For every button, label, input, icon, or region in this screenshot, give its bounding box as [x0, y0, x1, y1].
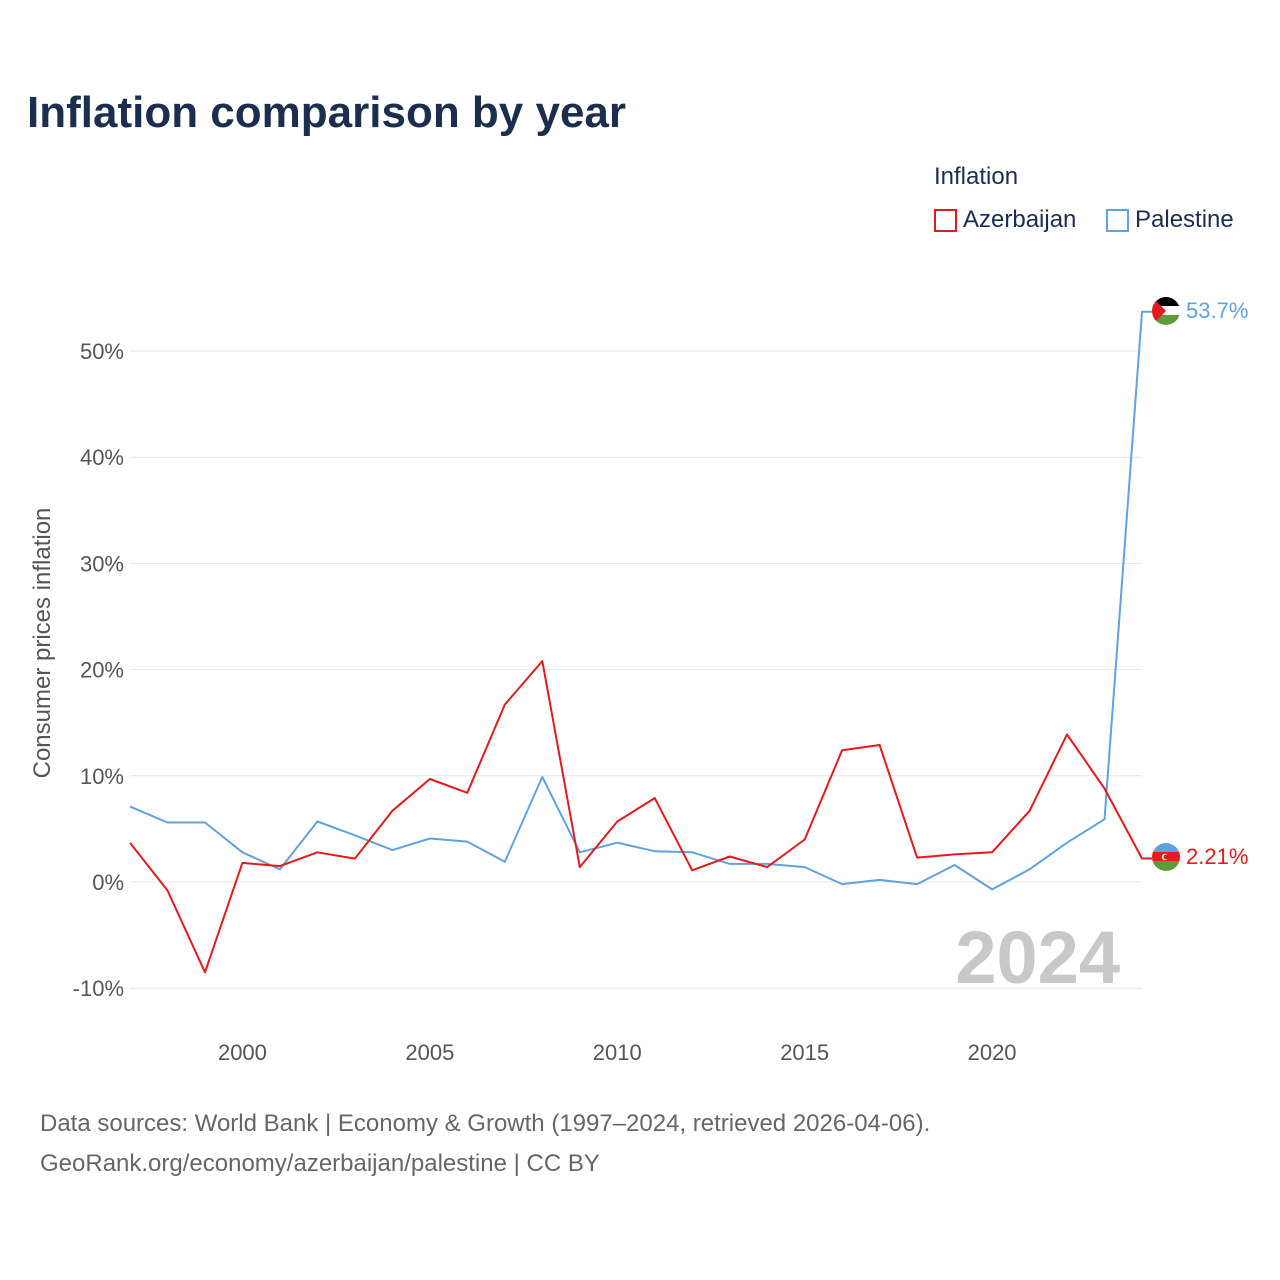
- legend-swatch-azerbaijan: [934, 208, 957, 232]
- legend-label-palestine: Palestine: [1135, 206, 1234, 233]
- azerbaijan-end-label: 2.21%: [1186, 844, 1248, 869]
- legend-item-azerbaijan[interactable]: Azerbaijan: [934, 205, 1076, 235]
- x-tick-label: 2000: [218, 1040, 267, 1065]
- legend-label-azerbaijan: Azerbaijan: [963, 206, 1077, 233]
- series-line-azerbaijan: [129, 660, 1152, 974]
- palestine-end-label: 53.7%: [1186, 298, 1248, 323]
- legend-title: Inflation: [934, 163, 1019, 190]
- y-tick-label: 10%: [80, 764, 124, 789]
- palestine-flag-icon: [1152, 297, 1180, 325]
- y-tick-label: 0%: [92, 870, 124, 895]
- chart-title: Inflation comparison by year: [27, 88, 627, 137]
- chart-plot-area: -10%0%10%20%30%40%50% 2000 2005 2010 2015 20…: [29, 297, 1248, 1065]
- y-tick-label: 50%: [80, 339, 124, 364]
- y-tick-label: 30%: [80, 551, 124, 576]
- y-tick-label: 40%: [80, 445, 124, 470]
- legend-swatch-palestine: [1106, 208, 1129, 232]
- x-tick-label: 2010: [593, 1040, 642, 1065]
- year-watermark: 2024: [955, 916, 1120, 999]
- gridlines: [130, 350, 1142, 989]
- y-tick-label: 20%: [80, 658, 124, 683]
- footer-attribution[interactable]: GeoRank.org/economy/azerbaijan/palestine…: [40, 1150, 600, 1177]
- x-axis-ticks: 2000 2005 2010 2015 2020: [218, 1040, 1017, 1065]
- x-tick-label: 2020: [968, 1040, 1017, 1065]
- x-tick-label: 2015: [780, 1040, 829, 1065]
- y-axis-label: Consumer prices inflation: [29, 508, 56, 779]
- x-tick-label: 2005: [405, 1040, 454, 1065]
- series-line-palestine: [129, 310, 1152, 891]
- footer-sources: Data sources: World Bank | Economy & Gro…: [40, 1110, 931, 1137]
- series-lines: [129, 310, 1152, 974]
- legend-item-palestine[interactable]: Palestine: [1106, 205, 1234, 235]
- y-axis-ticks: -10% 0% 10% 20% 30% 40% 50%: [73, 339, 124, 1001]
- azerbaijan-flag-icon: [1152, 843, 1180, 871]
- y-tick-label: -10%: [73, 976, 124, 1001]
